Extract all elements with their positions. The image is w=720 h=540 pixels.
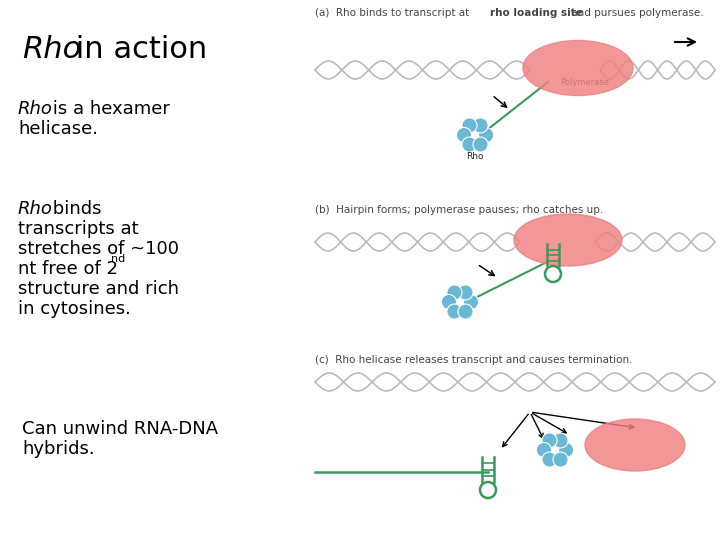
Text: nd: nd bbox=[111, 254, 125, 264]
Text: (a)  Rho binds to transcript at: (a) Rho binds to transcript at bbox=[315, 8, 472, 18]
Circle shape bbox=[553, 433, 568, 448]
Circle shape bbox=[479, 127, 494, 143]
Circle shape bbox=[553, 452, 568, 467]
Ellipse shape bbox=[514, 214, 622, 266]
Text: stretches of ~100: stretches of ~100 bbox=[18, 240, 179, 258]
Circle shape bbox=[473, 137, 488, 152]
Circle shape bbox=[458, 285, 473, 300]
Text: hybrids.: hybrids. bbox=[22, 440, 94, 458]
Circle shape bbox=[447, 304, 462, 319]
Text: Rho: Rho bbox=[18, 200, 53, 218]
Text: helicase.: helicase. bbox=[18, 120, 98, 138]
Text: rho loading site: rho loading site bbox=[490, 8, 583, 18]
Text: transcripts at: transcripts at bbox=[18, 220, 139, 238]
Text: in cytosines.: in cytosines. bbox=[18, 300, 131, 318]
Text: Polymerase: Polymerase bbox=[560, 78, 610, 87]
Text: structure and rich: structure and rich bbox=[18, 280, 179, 298]
Ellipse shape bbox=[585, 419, 685, 471]
Text: (c)  Rho helicase releases transcript and causes termination.: (c) Rho helicase releases transcript and… bbox=[315, 355, 632, 365]
Circle shape bbox=[447, 285, 462, 300]
Circle shape bbox=[542, 433, 557, 448]
Text: Rho: Rho bbox=[18, 100, 53, 118]
Circle shape bbox=[536, 442, 552, 457]
Text: nt free of 2: nt free of 2 bbox=[18, 260, 118, 278]
Circle shape bbox=[464, 294, 479, 309]
Text: is a hexamer: is a hexamer bbox=[47, 100, 170, 118]
Text: Can unwind RNA-DNA: Can unwind RNA-DNA bbox=[22, 420, 218, 438]
Circle shape bbox=[462, 137, 477, 152]
Text: and pursues polymerase.: and pursues polymerase. bbox=[568, 8, 703, 18]
Circle shape bbox=[456, 127, 472, 143]
Text: in action: in action bbox=[66, 35, 207, 64]
Circle shape bbox=[559, 442, 574, 457]
Text: Rho: Rho bbox=[467, 152, 484, 161]
Text: binds: binds bbox=[47, 200, 102, 218]
Circle shape bbox=[462, 118, 477, 133]
Text: (b)  Hairpin forms; polymerase pauses; rho catches up.: (b) Hairpin forms; polymerase pauses; rh… bbox=[315, 205, 603, 215]
Circle shape bbox=[458, 304, 473, 319]
Circle shape bbox=[542, 452, 557, 467]
Text: Rho: Rho bbox=[22, 35, 81, 64]
Ellipse shape bbox=[523, 40, 633, 96]
Circle shape bbox=[473, 118, 488, 133]
Circle shape bbox=[441, 294, 456, 309]
